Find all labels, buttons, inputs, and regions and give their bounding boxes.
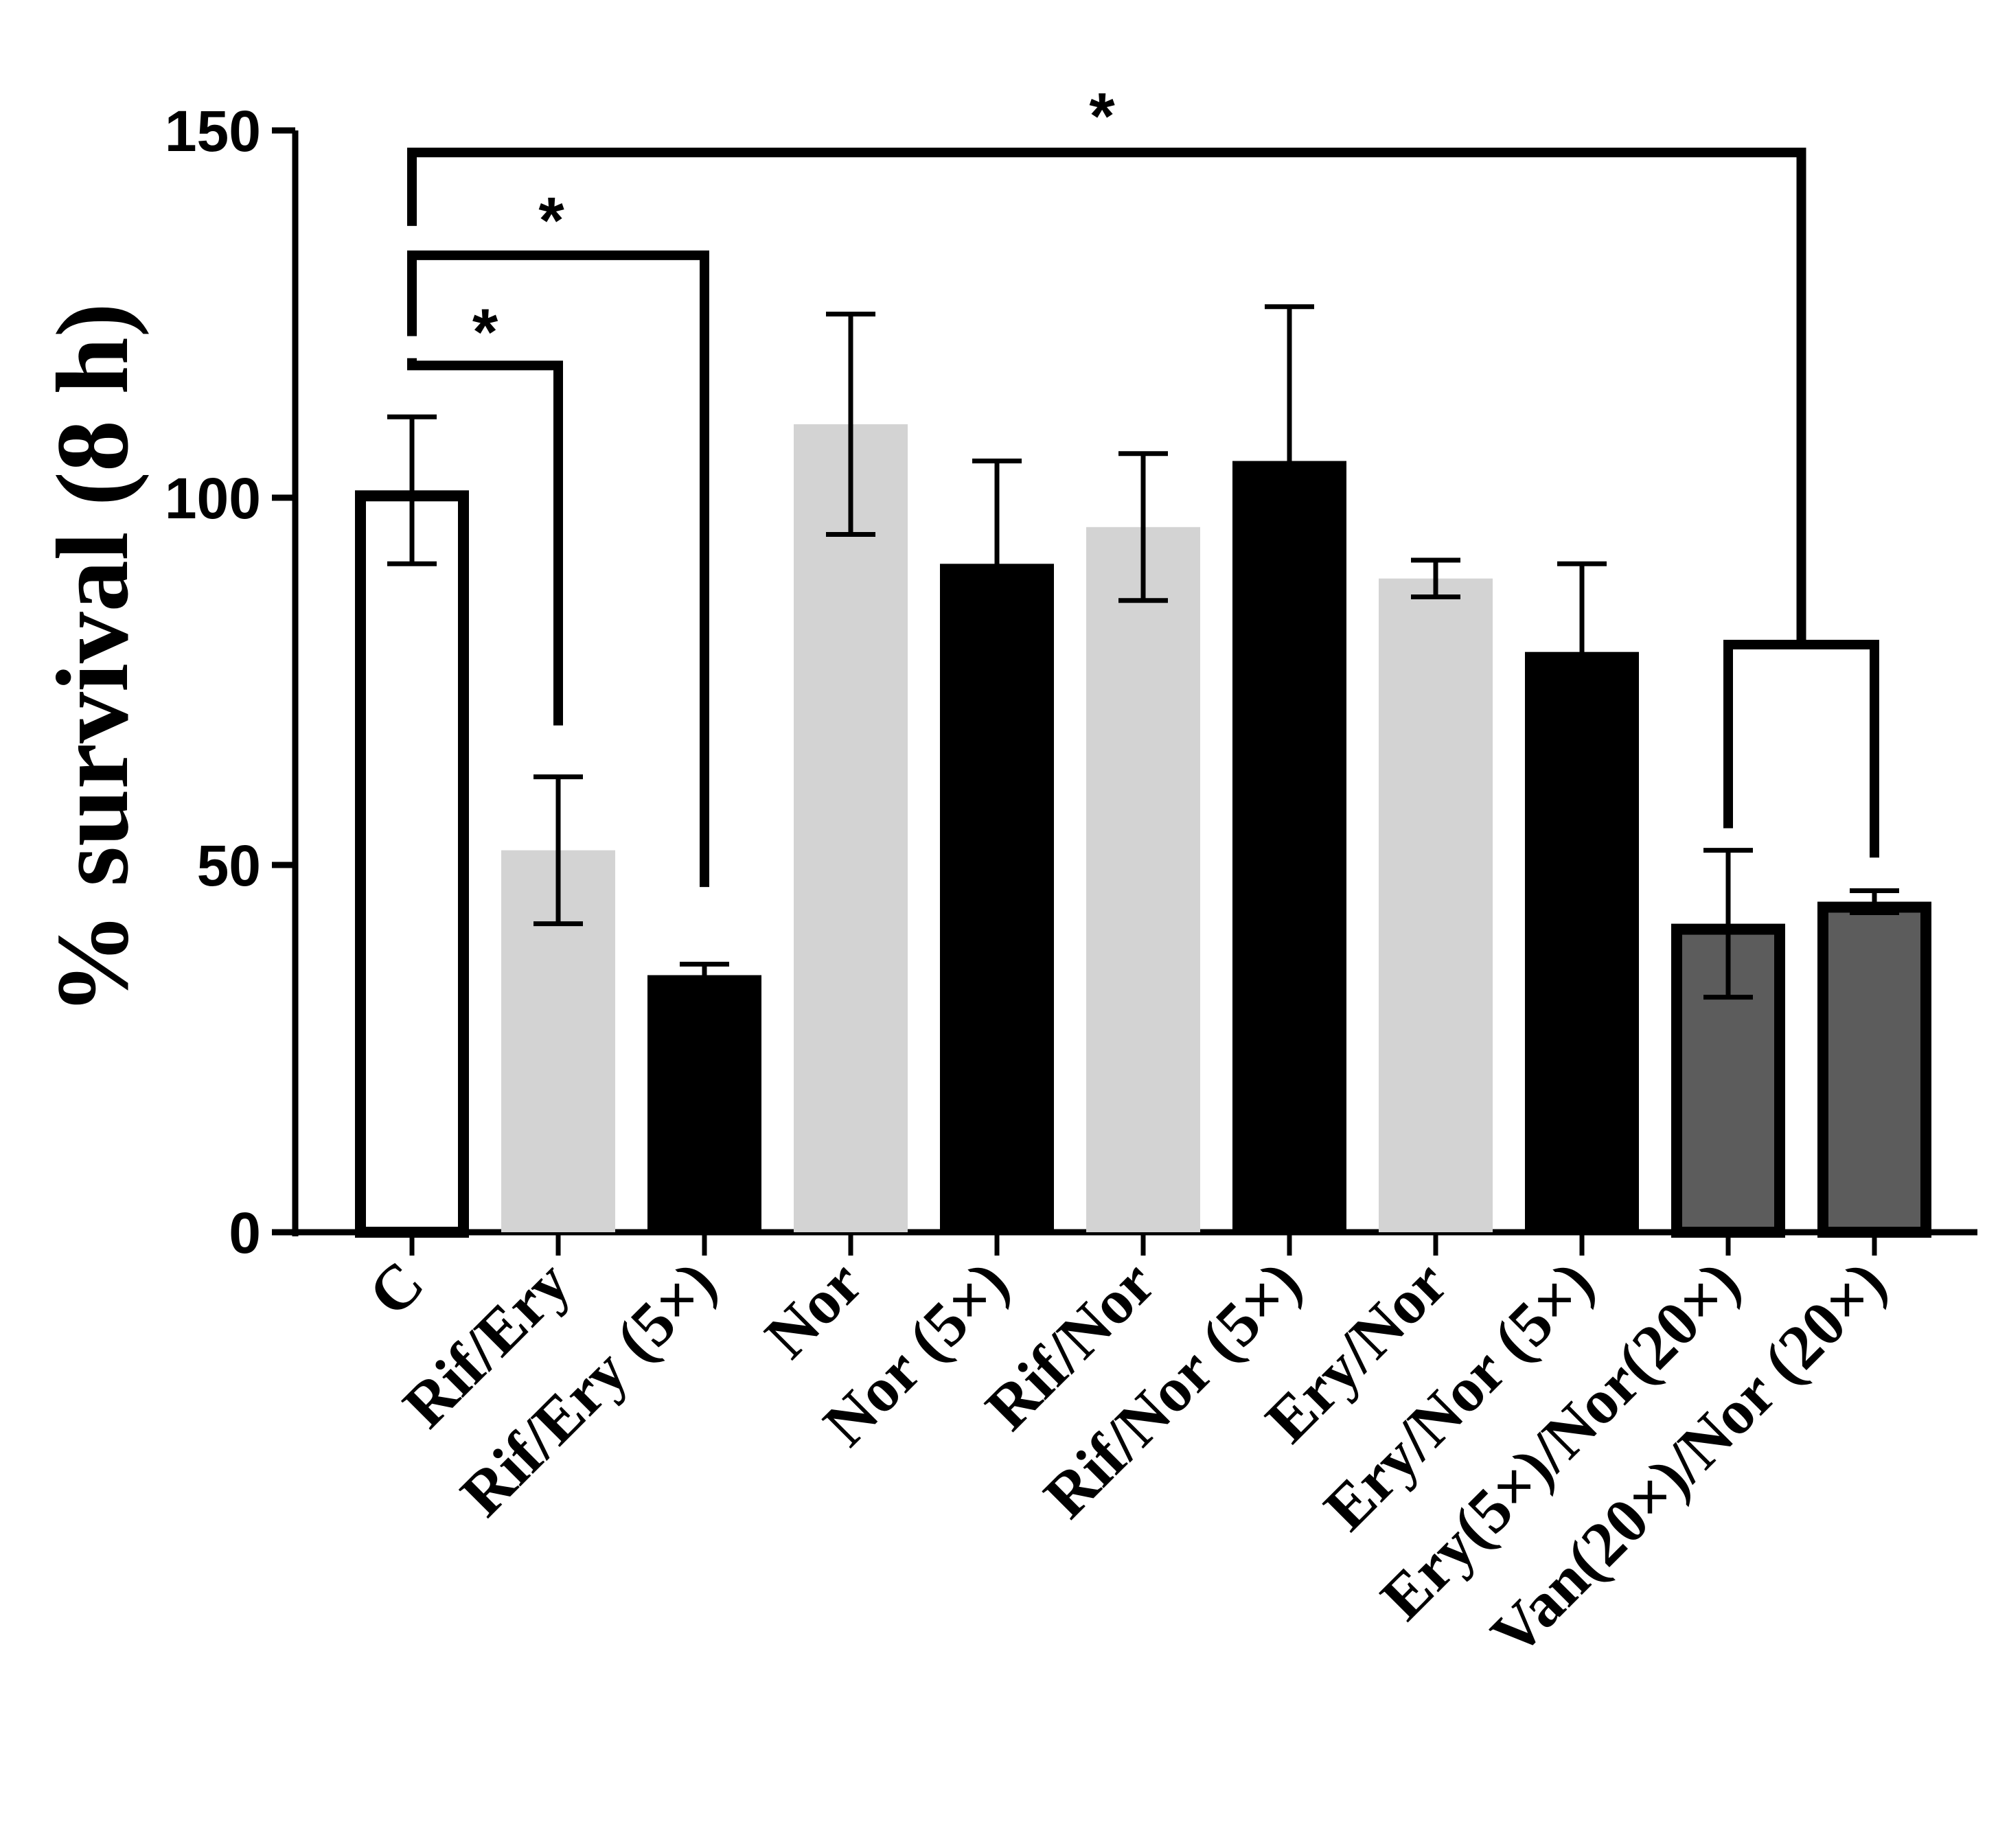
significance-star: * <box>1089 80 1115 153</box>
bar <box>1379 578 1493 1232</box>
bar <box>794 424 908 1232</box>
y-tick-label: 150 <box>165 99 261 163</box>
y-tick-label: 100 <box>165 466 261 531</box>
y-axis-label: % survival (8 h) <box>36 303 150 1015</box>
y-tick-label: 0 <box>229 1201 261 1265</box>
y-axis-title: % survival (8 h) <box>36 303 150 1015</box>
y-tick-label: 50 <box>197 833 261 898</box>
significance-bracket <box>407 148 1806 645</box>
bar <box>1086 527 1200 1232</box>
significance-star: * <box>538 184 564 257</box>
bar <box>940 564 1054 1232</box>
bar <box>355 490 469 1238</box>
bar <box>1525 651 1639 1232</box>
significance-brackets: * * * <box>407 80 1879 888</box>
bars <box>355 424 1931 1238</box>
error-bars <box>387 304 1899 1000</box>
bar <box>1817 901 1931 1238</box>
bar <box>647 975 761 1232</box>
significance-bracket <box>407 358 563 726</box>
significance-bracket <box>407 250 709 888</box>
significance-bracket <box>1723 640 1879 858</box>
x-tick-label: C <box>355 1247 437 1329</box>
x-tick-label: Nor <box>752 1247 876 1372</box>
significance-star: * <box>472 295 498 369</box>
